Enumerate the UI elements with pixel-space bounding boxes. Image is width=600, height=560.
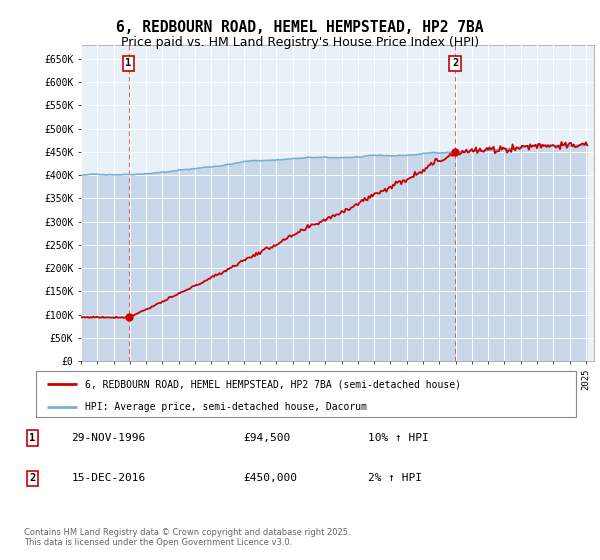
Text: 1: 1: [125, 58, 131, 68]
Text: HPI: Average price, semi-detached house, Dacorum: HPI: Average price, semi-detached house,…: [85, 402, 367, 412]
Text: 1: 1: [29, 433, 35, 443]
Text: £450,000: £450,000: [244, 473, 298, 483]
Text: £94,500: £94,500: [244, 433, 291, 443]
Text: 2% ↑ HPI: 2% ↑ HPI: [368, 473, 422, 483]
Text: 6, REDBOURN ROAD, HEMEL HEMPSTEAD, HP2 7BA (semi-detached house): 6, REDBOURN ROAD, HEMEL HEMPSTEAD, HP2 7…: [85, 379, 461, 389]
Text: 10% ↑ HPI: 10% ↑ HPI: [368, 433, 428, 443]
Text: Contains HM Land Registry data © Crown copyright and database right 2025.
This d: Contains HM Land Registry data © Crown c…: [24, 528, 350, 547]
FancyBboxPatch shape: [36, 371, 576, 417]
Text: 2: 2: [452, 58, 458, 68]
Text: 6, REDBOURN ROAD, HEMEL HEMPSTEAD, HP2 7BA: 6, REDBOURN ROAD, HEMEL HEMPSTEAD, HP2 7…: [116, 20, 484, 35]
Text: Price paid vs. HM Land Registry's House Price Index (HPI): Price paid vs. HM Land Registry's House …: [121, 36, 479, 49]
Text: 29-NOV-1996: 29-NOV-1996: [71, 433, 146, 443]
Text: 15-DEC-2016: 15-DEC-2016: [71, 473, 146, 483]
Text: 2: 2: [29, 473, 35, 483]
